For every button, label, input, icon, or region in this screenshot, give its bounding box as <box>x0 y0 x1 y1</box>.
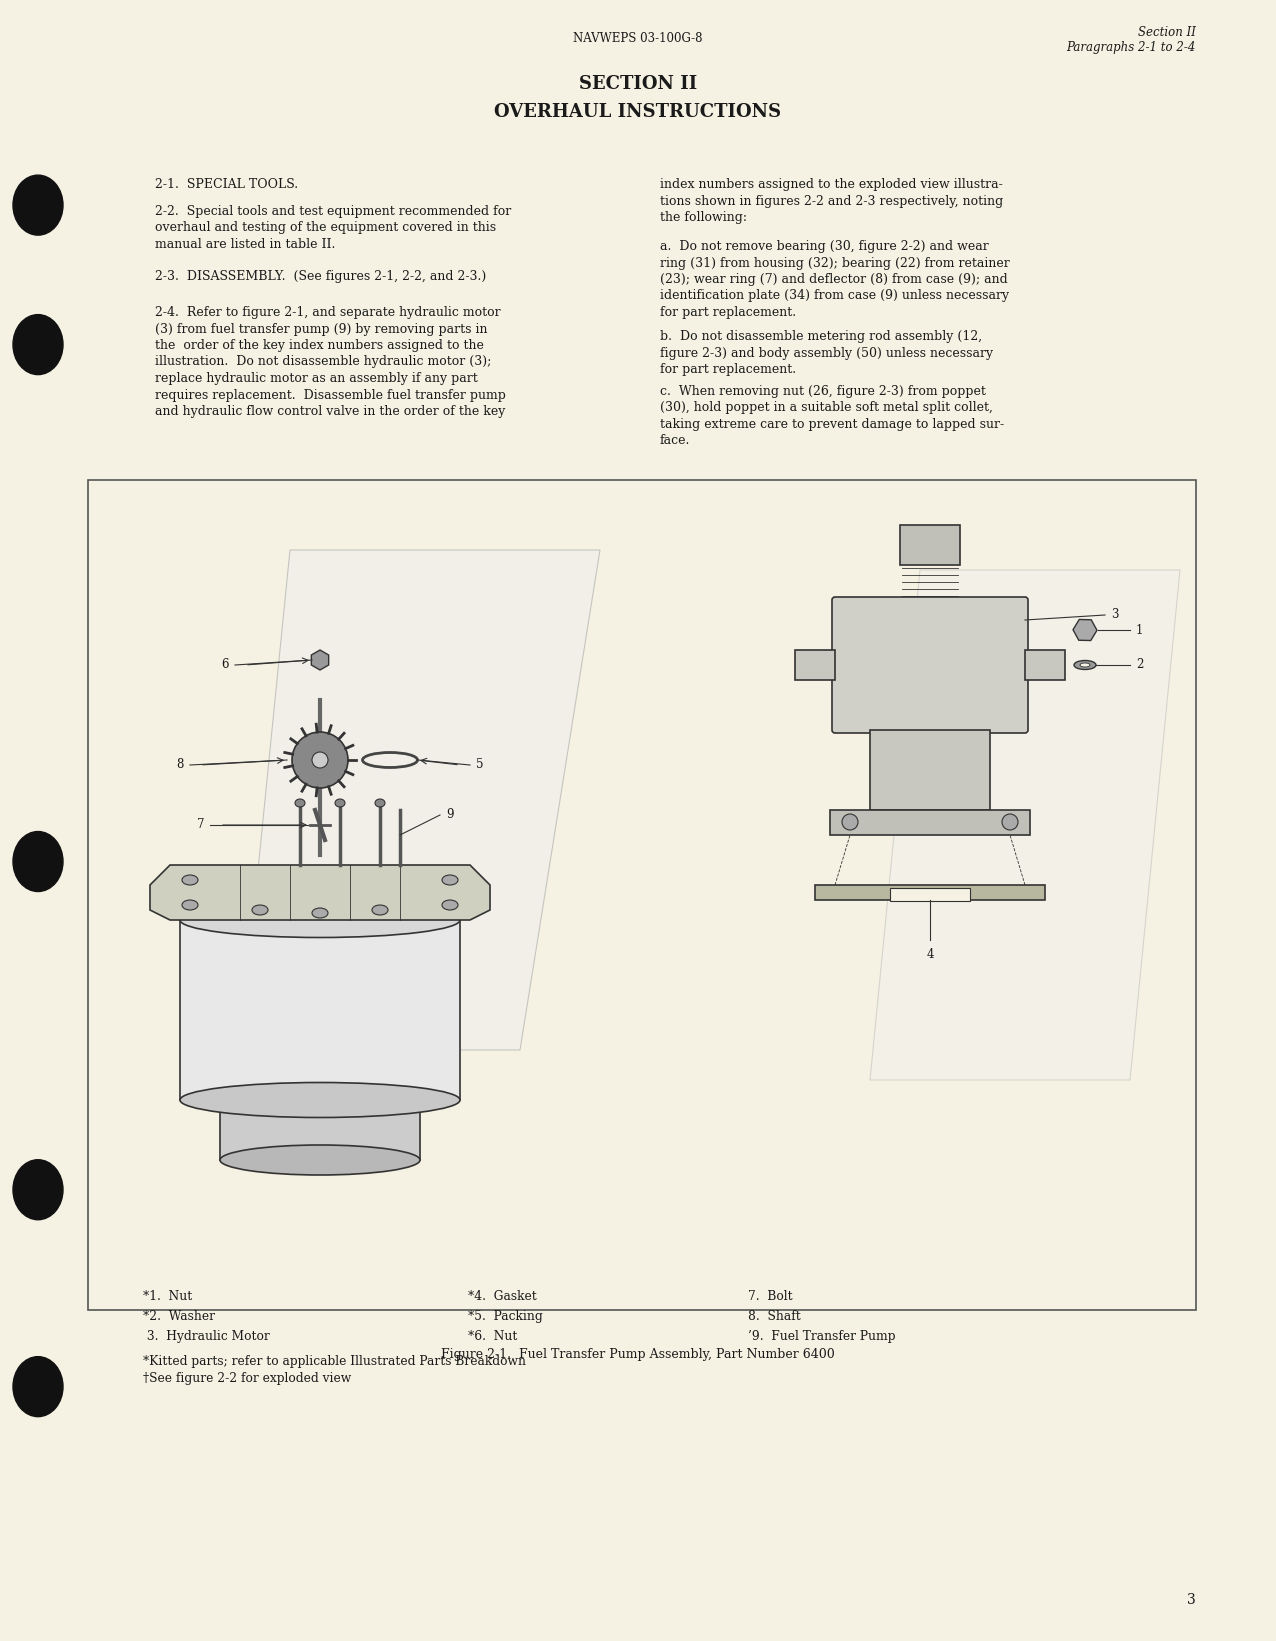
Text: 2-4.  Refer to figure 2-1, and separate hydraulic motor: 2-4. Refer to figure 2-1, and separate h… <box>154 305 500 318</box>
Text: (3) from fuel transfer pump (9) by removing parts in: (3) from fuel transfer pump (9) by remov… <box>154 323 487 335</box>
Bar <box>1025 650 1065 679</box>
Text: *Kitted parts; refer to applicable Illustrated Parts Breakdown: *Kitted parts; refer to applicable Illus… <box>143 1355 526 1369</box>
Ellipse shape <box>182 875 198 884</box>
Text: 3: 3 <box>1111 609 1119 622</box>
Ellipse shape <box>313 907 328 917</box>
Ellipse shape <box>219 1145 420 1175</box>
Ellipse shape <box>375 799 385 807</box>
Ellipse shape <box>295 799 305 807</box>
Text: for part replacement.: for part replacement. <box>660 363 796 376</box>
Text: replace hydraulic motor as an assembly if any part: replace hydraulic motor as an assembly i… <box>154 373 477 386</box>
Text: 6: 6 <box>222 658 228 671</box>
Ellipse shape <box>180 903 461 937</box>
Bar <box>180 921 461 1099</box>
Text: ’9.  Fuel Transfer Pump: ’9. Fuel Transfer Pump <box>748 1329 896 1342</box>
Text: the following:: the following: <box>660 212 746 225</box>
Bar <box>815 884 1045 899</box>
Ellipse shape <box>251 904 268 916</box>
Text: 3.  Hydraulic Motor: 3. Hydraulic Motor <box>143 1329 269 1342</box>
Text: 2-1.  SPECIAL TOOLS.: 2-1. SPECIAL TOOLS. <box>154 177 299 190</box>
Ellipse shape <box>373 904 388 916</box>
Ellipse shape <box>441 875 458 884</box>
Ellipse shape <box>13 176 63 235</box>
Text: †See figure 2-2 for exploded view: †See figure 2-2 for exploded view <box>143 1372 351 1385</box>
Ellipse shape <box>180 1083 461 1118</box>
Text: c.  When removing nut (26, figure 2-3) from poppet: c. When removing nut (26, figure 2-3) fr… <box>660 386 986 399</box>
Ellipse shape <box>313 655 327 665</box>
Text: *5.  Packing: *5. Packing <box>468 1310 542 1323</box>
Text: OVERHAUL INSTRUCTIONS: OVERHAUL INSTRUCTIONS <box>494 103 782 121</box>
Text: *2.  Washer: *2. Washer <box>143 1310 214 1323</box>
Text: *6.  Nut: *6. Nut <box>468 1329 517 1342</box>
Text: 1: 1 <box>1136 624 1143 637</box>
Text: the  order of the key index numbers assigned to the: the order of the key index numbers assig… <box>154 340 484 353</box>
Text: (30), hold poppet in a suitable soft metal split collet,: (30), hold poppet in a suitable soft met… <box>660 402 993 415</box>
Text: 2-3.  DISASSEMBLY.  (See figures 2-1, 2-2, and 2-3.): 2-3. DISASSEMBLY. (See figures 2-1, 2-2,… <box>154 271 486 282</box>
Text: identification plate (34) from case (9) unless necessary: identification plate (34) from case (9) … <box>660 289 1009 302</box>
Text: ring (31) from housing (32); bearing (22) from retainer: ring (31) from housing (32); bearing (22… <box>660 256 1009 269</box>
Text: b.  Do not disassemble metering rod assembly (12,: b. Do not disassemble metering rod assem… <box>660 330 983 343</box>
Ellipse shape <box>336 799 345 807</box>
Text: 8: 8 <box>176 758 184 771</box>
Text: index numbers assigned to the exploded view illustra-: index numbers assigned to the exploded v… <box>660 177 1003 190</box>
Text: manual are listed in table II.: manual are listed in table II. <box>154 238 336 251</box>
Bar <box>829 811 1030 835</box>
FancyBboxPatch shape <box>832 597 1028 734</box>
Text: and hydraulic flow control valve in the order of the key: and hydraulic flow control valve in the … <box>154 405 505 418</box>
Text: SECTION II: SECTION II <box>579 75 697 94</box>
Text: *1.  Nut: *1. Nut <box>143 1290 193 1303</box>
Text: 7.  Bolt: 7. Bolt <box>748 1290 792 1303</box>
Circle shape <box>1002 814 1018 830</box>
Circle shape <box>842 814 857 830</box>
Ellipse shape <box>13 1160 63 1219</box>
Text: (23); wear ring (7) and deflector (8) from case (9); and: (23); wear ring (7) and deflector (8) fr… <box>660 272 1008 286</box>
Bar <box>870 730 990 811</box>
Bar <box>900 525 960 565</box>
Ellipse shape <box>1079 663 1090 666</box>
Bar <box>889 888 970 901</box>
Ellipse shape <box>182 899 198 911</box>
Text: requires replacement.  Disassemble fuel transfer pump: requires replacement. Disassemble fuel t… <box>154 389 505 402</box>
Text: for part replacement.: for part replacement. <box>660 305 796 318</box>
Polygon shape <box>240 550 600 1050</box>
Text: 9: 9 <box>447 809 453 822</box>
Text: 7: 7 <box>197 819 204 832</box>
Bar <box>88 481 1196 1310</box>
Text: 4: 4 <box>926 948 934 962</box>
Text: NAVWEPS 03-100G-8: NAVWEPS 03-100G-8 <box>573 31 703 44</box>
Text: 2: 2 <box>1136 658 1143 671</box>
Text: Section II: Section II <box>1138 26 1196 38</box>
Circle shape <box>292 732 348 788</box>
Text: *4.  Gasket: *4. Gasket <box>468 1290 537 1303</box>
Ellipse shape <box>13 1357 63 1416</box>
Text: figure 2-3) and body assembly (50) unless necessary: figure 2-3) and body assembly (50) unles… <box>660 346 993 359</box>
Bar <box>795 650 835 679</box>
Text: 2-2.  Special tools and test equipment recommended for: 2-2. Special tools and test equipment re… <box>154 205 512 218</box>
Text: tions shown in figures 2-2 and 2-3 respectively, noting: tions shown in figures 2-2 and 2-3 respe… <box>660 195 1003 207</box>
Bar <box>219 1109 420 1160</box>
Polygon shape <box>151 865 490 921</box>
Text: 3: 3 <box>1187 1593 1196 1607</box>
Text: taking extreme care to prevent damage to lapped sur-: taking extreme care to prevent damage to… <box>660 418 1004 432</box>
Text: overhaul and testing of the equipment covered in this: overhaul and testing of the equipment co… <box>154 222 496 235</box>
Ellipse shape <box>13 832 63 891</box>
Text: illustration.  Do not disassemble hydraulic motor (3);: illustration. Do not disassemble hydraul… <box>154 356 491 369</box>
Text: 8.  Shaft: 8. Shaft <box>748 1310 801 1323</box>
Ellipse shape <box>1074 660 1096 670</box>
Text: Figure 2-1.  Fuel Transfer Pump Assembly, Part Number 6400: Figure 2-1. Fuel Transfer Pump Assembly,… <box>441 1347 835 1360</box>
Ellipse shape <box>13 315 63 374</box>
Polygon shape <box>870 569 1180 1080</box>
Text: Paragraphs 2-1 to 2-4: Paragraphs 2-1 to 2-4 <box>1067 41 1196 54</box>
Circle shape <box>313 752 328 768</box>
Text: face.: face. <box>660 435 690 448</box>
Ellipse shape <box>441 899 458 911</box>
Text: a.  Do not remove bearing (30, figure 2-2) and wear: a. Do not remove bearing (30, figure 2-2… <box>660 240 989 253</box>
Text: 5: 5 <box>476 758 484 771</box>
